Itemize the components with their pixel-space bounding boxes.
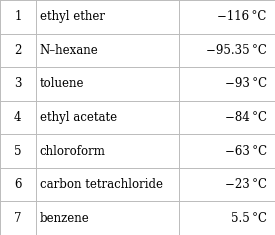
- Text: −63 °C: −63 °C: [225, 145, 267, 158]
- Text: 5.5 °C: 5.5 °C: [231, 212, 267, 225]
- Text: chloroform: chloroform: [40, 145, 106, 158]
- Text: −84 °C: −84 °C: [225, 111, 267, 124]
- Text: 4: 4: [14, 111, 22, 124]
- Text: −93 °C: −93 °C: [225, 77, 267, 90]
- Text: −116 °C: −116 °C: [217, 10, 267, 23]
- Text: 1: 1: [14, 10, 21, 23]
- Text: benzene: benzene: [40, 212, 90, 225]
- Text: N–hexane: N–hexane: [40, 44, 99, 57]
- Text: carbon tetrachloride: carbon tetrachloride: [40, 178, 163, 191]
- Text: −95.35 °C: −95.35 °C: [206, 44, 267, 57]
- Text: −23 °C: −23 °C: [225, 178, 267, 191]
- Text: 6: 6: [14, 178, 22, 191]
- Text: 2: 2: [14, 44, 21, 57]
- Text: 7: 7: [14, 212, 22, 225]
- Text: ethyl acetate: ethyl acetate: [40, 111, 117, 124]
- Text: ethyl ether: ethyl ether: [40, 10, 105, 23]
- Text: toluene: toluene: [40, 77, 84, 90]
- Text: 5: 5: [14, 145, 22, 158]
- Text: 3: 3: [14, 77, 22, 90]
